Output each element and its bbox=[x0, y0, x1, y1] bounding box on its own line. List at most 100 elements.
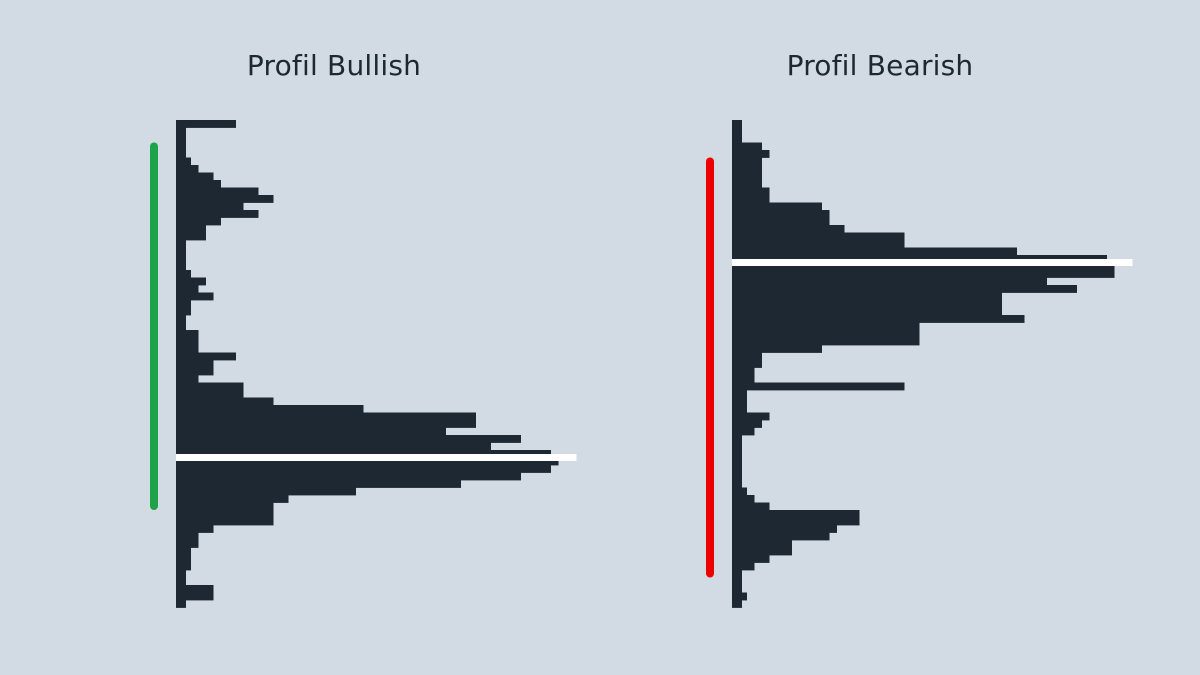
bearish-volume-bar bbox=[732, 442, 742, 451]
bearish-volume-bar bbox=[732, 247, 1017, 256]
bullish-volume-bar bbox=[176, 562, 191, 571]
bullish-volume-bar bbox=[176, 352, 236, 361]
bullish-volume-bar bbox=[176, 592, 214, 601]
bearish-volume-bar bbox=[732, 555, 770, 563]
bearish-volume-bar bbox=[732, 277, 1047, 286]
bearish-volume-bar bbox=[732, 127, 742, 136]
bullish-volume-bar bbox=[176, 472, 521, 481]
bullish-volume-bar bbox=[176, 172, 214, 181]
bullish-volume-bar bbox=[176, 292, 214, 301]
bullish-volume-bar bbox=[176, 285, 199, 293]
bearish-volume-bar bbox=[732, 270, 1115, 278]
bearish-poc-line bbox=[732, 259, 1133, 266]
bearish-volume-bar bbox=[732, 525, 837, 533]
bearish-volume-bar bbox=[732, 592, 747, 601]
bullish-volume-bar bbox=[176, 517, 274, 526]
bullish-volume-bar bbox=[176, 540, 199, 548]
bearish-volume-bar bbox=[732, 397, 747, 406]
bullish-volume-bar bbox=[176, 360, 214, 368]
bullish-volume-bar bbox=[176, 322, 186, 331]
bearish-volume-bar bbox=[732, 225, 845, 233]
bullish-volume-bar bbox=[176, 442, 491, 451]
bearish-volume-bar bbox=[732, 457, 742, 466]
bearish-volume-bar bbox=[732, 322, 920, 331]
bearish-volume-bar bbox=[732, 435, 742, 443]
bullish-volume-bar bbox=[176, 525, 214, 533]
bullish-volume-bar bbox=[176, 217, 221, 226]
bearish-volume-bar bbox=[732, 562, 755, 571]
bullish-volume-bar bbox=[176, 600, 186, 608]
bearish-profile-title: Profil Bearish bbox=[786, 49, 974, 82]
bearish-volume-bar bbox=[732, 195, 770, 203]
bearish-volume-bar bbox=[732, 487, 747, 496]
bullish-volume-bar bbox=[176, 397, 274, 406]
bearish-volume-bar bbox=[732, 352, 762, 361]
bearish-volume-bar bbox=[732, 480, 742, 488]
bullish-volume-bar bbox=[176, 262, 186, 271]
bearish-volume-bar bbox=[732, 420, 762, 428]
bullish-volume-bar bbox=[176, 487, 356, 496]
bearish-volume-bar bbox=[732, 217, 830, 226]
bearish-volume-bar bbox=[732, 157, 762, 166]
bullish-volume-bar bbox=[176, 367, 214, 376]
bearish-volume-bar bbox=[732, 517, 860, 526]
bullish-volume-bar bbox=[176, 127, 186, 136]
bearish-volume-bar bbox=[732, 142, 762, 151]
bullish-volume-bar bbox=[176, 375, 199, 383]
bearish-volume-bar bbox=[732, 450, 742, 458]
bullish-volume-bar bbox=[176, 255, 186, 263]
bearish-volume-bar bbox=[732, 330, 920, 338]
bullish-volume-bar bbox=[176, 187, 259, 196]
bullish-volume-bar bbox=[176, 427, 446, 436]
bullish-volume-bar bbox=[176, 120, 236, 128]
bullish-profile-title: Profil Bullish bbox=[246, 49, 422, 82]
bullish-volume-bar bbox=[176, 345, 199, 353]
bearish-volume-bar bbox=[732, 202, 822, 211]
bullish-volume-bar bbox=[176, 165, 199, 173]
bullish-volume-bar bbox=[176, 210, 259, 218]
bullish-volume-bar bbox=[176, 202, 244, 211]
bearish-volume-bar bbox=[732, 292, 1002, 301]
bearish-volume-bar bbox=[732, 532, 830, 541]
bullish-volume-bar bbox=[176, 577, 186, 586]
bullish-volume-bar bbox=[176, 532, 199, 541]
bullish-volume-bar bbox=[176, 330, 199, 338]
bearish-volume-bar bbox=[732, 165, 762, 173]
bearish-volume-bar bbox=[732, 427, 755, 436]
bullish-volume-bar bbox=[176, 435, 521, 443]
bullish-volume-bar bbox=[176, 457, 559, 466]
bullish-profile-panel bbox=[150, 120, 577, 608]
bearish-volume-bar bbox=[732, 405, 747, 413]
bullish-volume-bar bbox=[176, 240, 186, 248]
bearish-volume-bar bbox=[732, 262, 1115, 271]
bullish-volume-bar bbox=[176, 585, 214, 593]
bearish-volume-bar bbox=[732, 337, 920, 346]
bearish-volume-bar bbox=[732, 360, 762, 368]
bullish-volume-bar bbox=[176, 450, 551, 458]
bearish-volume-bar bbox=[732, 172, 762, 181]
bearish-volume-bar bbox=[732, 577, 742, 586]
bullish-volume-bar bbox=[176, 465, 551, 473]
bullish-volume-bar bbox=[176, 225, 206, 233]
bearish-volume-bar bbox=[732, 307, 1002, 316]
bullish-volume-bar bbox=[176, 405, 364, 413]
bearish-volume-bar bbox=[732, 180, 762, 188]
bullish-volume-bar bbox=[176, 150, 186, 158]
bearish-volume-bar bbox=[732, 187, 770, 196]
bullish-poc-line bbox=[176, 454, 577, 461]
bullish-volume-bar bbox=[176, 510, 274, 518]
bullish-volume-bar bbox=[176, 412, 476, 421]
bearish-volume-bar bbox=[732, 502, 770, 511]
bearish-volume-bar bbox=[732, 315, 1025, 323]
bearish-volume-bar bbox=[732, 150, 770, 158]
bullish-volume-bar bbox=[176, 502, 274, 511]
bullish-volume-bar bbox=[176, 495, 289, 503]
bearish-volume-bar bbox=[732, 367, 755, 376]
bearish-volume-bar bbox=[732, 382, 905, 391]
bearish-volume-bar bbox=[732, 135, 742, 143]
bearish-volume-bar bbox=[732, 472, 742, 481]
bullish-volume-bar bbox=[176, 337, 199, 346]
bearish-volume-bar bbox=[732, 232, 905, 241]
bearish-volume-bar bbox=[732, 540, 792, 548]
bearish-volume-bar bbox=[732, 412, 770, 421]
